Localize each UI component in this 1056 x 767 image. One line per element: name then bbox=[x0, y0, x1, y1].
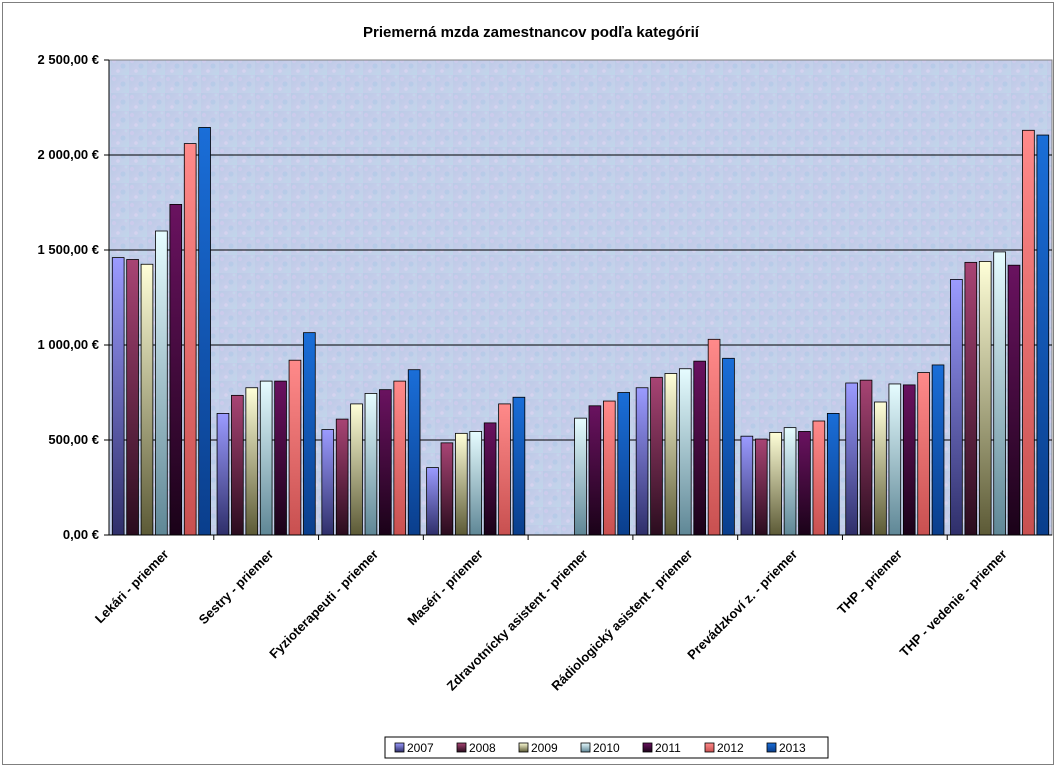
bar-2010-0 bbox=[155, 230, 168, 536]
bar-2007-0 bbox=[111, 257, 125, 536]
bar-2009-3 bbox=[455, 432, 468, 536]
bar-2009-5 bbox=[664, 373, 678, 536]
bar-2009-8 bbox=[978, 260, 992, 536]
bar-2011-3 bbox=[483, 422, 497, 536]
y-tick-label: 500,00 € bbox=[48, 432, 99, 447]
bar-2009-2 bbox=[350, 403, 363, 536]
bar-2007-5 bbox=[635, 387, 649, 536]
bar-2013-2 bbox=[407, 369, 421, 536]
bar-2008-6 bbox=[754, 438, 768, 536]
bar-2007-6 bbox=[740, 435, 754, 536]
legend-label-2010: 2010 bbox=[593, 741, 620, 755]
y-tick-label: 2 000,00 € bbox=[38, 147, 99, 162]
bar-2010-8 bbox=[993, 251, 1006, 536]
legend-swatch-2013 bbox=[766, 742, 777, 753]
bar-2008-3 bbox=[440, 442, 454, 536]
bar-2010-6 bbox=[783, 427, 797, 536]
bar-2013-0 bbox=[198, 127, 211, 536]
bar-2012-2 bbox=[393, 380, 407, 536]
legend-swatch-2007 bbox=[394, 742, 405, 753]
legend-swatch-2011 bbox=[642, 742, 653, 753]
bar-2012-5 bbox=[707, 338, 721, 536]
bar-2011-2 bbox=[379, 389, 392, 536]
legend-label-2011: 2011 bbox=[655, 741, 681, 755]
bar-2009-1 bbox=[245, 387, 259, 536]
bar-2008-0 bbox=[126, 259, 139, 536]
bar-2012-6 bbox=[812, 420, 826, 536]
bar-2011-4 bbox=[588, 405, 602, 536]
bar-2011-6 bbox=[798, 431, 811, 536]
bar-2012-8 bbox=[1022, 129, 1035, 536]
y-tick-label: 1 000,00 € bbox=[38, 337, 99, 352]
bar-2010-2 bbox=[364, 393, 378, 536]
legend-label-2007: 2007 bbox=[407, 741, 434, 755]
x-tick-label: THP - vedenie - priemer bbox=[897, 547, 1010, 660]
bar-2007-3 bbox=[426, 467, 439, 536]
bar-2011-0 bbox=[169, 203, 183, 536]
bar-2013-6 bbox=[826, 412, 840, 536]
bar-2008-7 bbox=[859, 379, 873, 536]
bar-2009-7 bbox=[874, 401, 887, 536]
legend-swatch-2010 bbox=[580, 742, 591, 753]
x-tick-label: Prevádzkoví z. - priemer bbox=[684, 547, 800, 663]
bar-2007-2 bbox=[321, 429, 335, 536]
bar-2009-6 bbox=[769, 431, 782, 536]
bar-2008-1 bbox=[231, 394, 244, 536]
bar-2008-8 bbox=[964, 261, 978, 536]
bar-2013-7 bbox=[931, 364, 945, 536]
y-axis-ticks: 0,00 € 500,00 € 1 000,00 € 1 500,00 € 2 000,… bbox=[38, 52, 109, 542]
bar-2013-1 bbox=[303, 332, 316, 536]
bar-2013-4 bbox=[617, 392, 630, 536]
legend-swatch-2008 bbox=[456, 742, 467, 753]
chart-title: Priemerná mzda zamestnancov podľa kategó… bbox=[363, 24, 700, 41]
chart: Priemerná mzda zamestnancov podľa kategó… bbox=[38, 24, 1053, 759]
bar-2012-1 bbox=[288, 359, 302, 536]
legend-label-2009: 2009 bbox=[531, 741, 558, 755]
bar-2012-0 bbox=[183, 143, 197, 536]
legend: 2007 2008 2009 2010 2011 2012 2013 bbox=[384, 736, 829, 759]
bars bbox=[111, 127, 1050, 536]
y-tick-label: 0,00 € bbox=[63, 527, 99, 542]
x-tick-label: THP - priemer bbox=[834, 547, 905, 618]
legend-label-2008: 2008 bbox=[469, 741, 496, 755]
legend-swatch-2012 bbox=[704, 742, 715, 753]
bar-2008-5 bbox=[650, 376, 663, 536]
bar-2010-7 bbox=[888, 383, 902, 536]
legend-box bbox=[384, 736, 829, 759]
bar-2010-1 bbox=[259, 380, 273, 536]
bar-2013-8 bbox=[1036, 134, 1050, 536]
bar-2012-3 bbox=[498, 403, 511, 536]
bar-2010-5 bbox=[678, 368, 692, 536]
bar-2011-5 bbox=[693, 360, 706, 536]
y-tick-label: 2 500,00 € bbox=[38, 52, 99, 67]
legend-label-2012: 2012 bbox=[717, 741, 744, 755]
bar-2012-7 bbox=[917, 372, 930, 536]
x-tick-label: Sestry - priemer bbox=[196, 547, 277, 628]
bar-2009-0 bbox=[140, 263, 154, 536]
bar-2007-8 bbox=[950, 279, 963, 536]
bar-2011-8 bbox=[1007, 264, 1021, 536]
legend-swatch-2009 bbox=[518, 742, 529, 753]
x-tick-label: Fyzioterapeuti - priemer bbox=[266, 547, 381, 662]
bar-2010-4 bbox=[574, 417, 587, 536]
legend-label-2013: 2013 bbox=[779, 741, 806, 755]
x-tick-label: Maséri - priemer bbox=[404, 547, 486, 629]
bar-2010-3 bbox=[469, 431, 483, 536]
y-tick-label: 1 500,00 € bbox=[38, 242, 99, 257]
bar-2011-7 bbox=[902, 384, 916, 536]
bar-2013-5 bbox=[722, 357, 735, 536]
x-tick-label: Lekári - priemer bbox=[92, 547, 172, 627]
bar-2013-3 bbox=[512, 396, 526, 536]
bar-2008-2 bbox=[335, 418, 349, 536]
bar-2007-7 bbox=[845, 382, 858, 536]
x-axis-ticks: Lekári - priemer Sestry - priemerFyzioter… bbox=[92, 535, 1010, 694]
bar-2011-1 bbox=[274, 380, 287, 536]
bar-2012-4 bbox=[603, 400, 616, 536]
bar-2007-1 bbox=[216, 412, 230, 536]
